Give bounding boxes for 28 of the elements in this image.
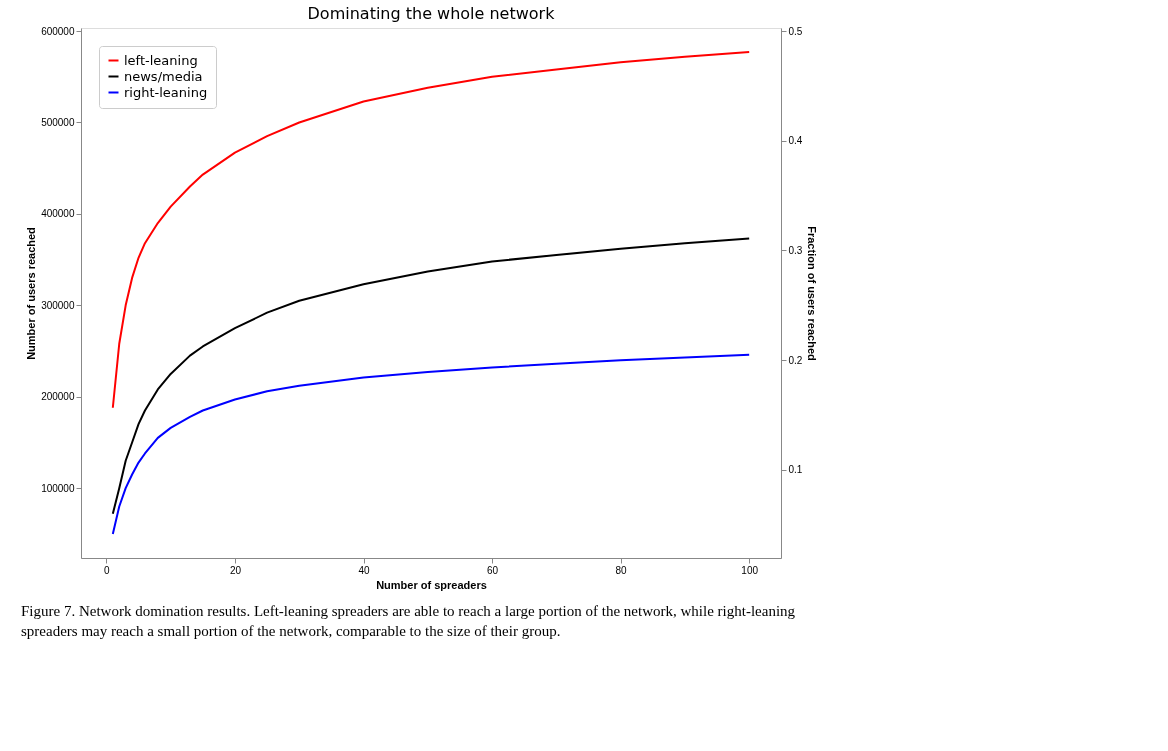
y-tick-label: 600000 [41, 25, 75, 37]
y2-tick-label: 0.3 [788, 244, 803, 256]
line-series [111, 353, 751, 535]
y2-tick-label: 0.4 [788, 135, 803, 147]
x-tick-label: 0 [104, 564, 111, 576]
y2-tick-label: 0.5 [788, 25, 803, 37]
y2-tick-label: 0.2 [788, 354, 803, 366]
legend-label: news/media [124, 68, 203, 84]
y-axis-title: Number of users reached [25, 227, 38, 360]
y2-axis-title: Fraction of users reached [806, 226, 819, 361]
y-tick-label: 400000 [41, 208, 75, 220]
x-tick-label: 20 [229, 564, 242, 576]
y-tick-label: 300000 [41, 299, 75, 311]
x-tick-label: 40 [358, 564, 371, 576]
line-series [111, 51, 751, 409]
line-series [111, 237, 751, 515]
caption: Figure 7. Network domination results. Left-leaning spreaders are able to reach a large portion of the network, while right-leaning spreaders may reach a small portion of the network, comparable to the size of their group. [21, 603, 796, 639]
x-tick-label: 80 [615, 564, 628, 576]
x-axis-title: Number of spreaders [376, 578, 487, 591]
x-tick-label: 100 [741, 564, 759, 576]
legend-label: left-leaning [124, 52, 198, 68]
legend-label: right-leaning [124, 84, 208, 100]
y-tick-label: 200000 [41, 391, 75, 403]
y-tick-label: 100000 [41, 482, 75, 494]
y-tick-label: 500000 [41, 116, 75, 128]
y2-tick-label: 0.1 [788, 464, 803, 476]
chart-title: Dominating the whole network [307, 4, 556, 24]
x-tick-label: 60 [487, 564, 499, 576]
